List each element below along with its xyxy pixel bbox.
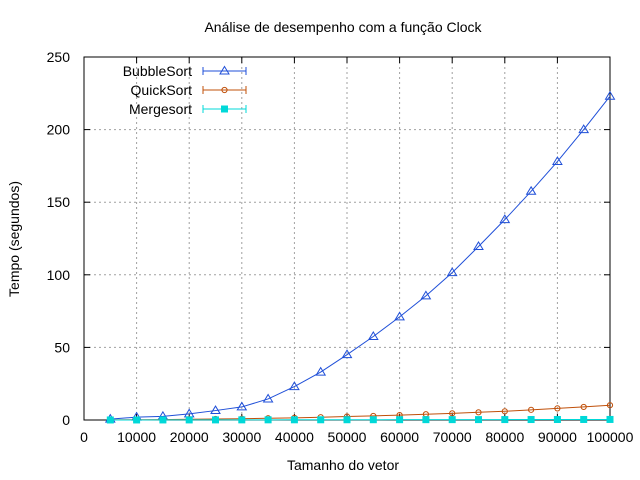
data-point-mergesort — [133, 416, 141, 424]
x-tick-label: 50000 — [328, 429, 367, 445]
legend-label-quicksort: QuickSort — [131, 82, 193, 98]
x-tick-label: 90000 — [538, 429, 577, 445]
data-point-mergesort — [396, 416, 404, 424]
data-point-bubblesort — [473, 241, 484, 250]
data-point-quicksort — [606, 402, 614, 409]
data-point-mergesort — [580, 415, 588, 423]
data-point-bubblesort — [315, 366, 327, 376]
data-point-mergesort — [264, 416, 272, 424]
x-tick-label: 0 — [80, 429, 88, 445]
series-bubblesort — [104, 90, 616, 423]
data-point-mergesort — [106, 416, 114, 424]
series-line-quicksort — [110, 404, 611, 421]
series-line-mergesort — [110, 418, 611, 421]
data-point-bubblesort — [367, 331, 379, 341]
data-point-mergesort — [343, 416, 351, 424]
data-point-bubblesort — [525, 185, 537, 195]
y-tick-label: 200 — [47, 122, 71, 138]
data-point-bubblesort — [341, 349, 353, 359]
data-point-quicksort — [528, 406, 535, 413]
legend-label-mergesort: Mergesort — [129, 101, 192, 117]
data-point-mergesort — [159, 416, 167, 424]
data-point-quicksort — [580, 403, 587, 411]
data-point-mergesort — [290, 416, 298, 424]
data-point-mergesort — [369, 416, 377, 424]
legend-marker-bubblesort — [219, 65, 230, 75]
data-point-bubblesort — [420, 290, 432, 300]
x-tick-label: 10000 — [117, 429, 156, 445]
x-tick-label: 20000 — [170, 429, 209, 445]
series-mergesort — [106, 415, 614, 424]
legend-marker-quicksort — [221, 86, 228, 94]
data-point-bubblesort — [289, 381, 300, 391]
data-point-quicksort — [449, 410, 456, 417]
data-point-mergesort — [475, 416, 482, 424]
legend: BubbleSort QuickSort Mergesort — [123, 63, 247, 117]
axes: 0 10000 20000 30000 40000 50000 60000 70000 8000… — [47, 49, 634, 445]
data-point-quicksort — [475, 409, 482, 416]
data-point-bubblesort — [446, 267, 458, 277]
x-tick-label: 80000 — [485, 429, 524, 445]
legend-label-bubblesort: BubbleSort — [123, 63, 192, 79]
legend-item-mergesort: Mergesort — [129, 101, 247, 117]
x-tick-label: 60000 — [380, 429, 419, 445]
x-tick-label: 30000 — [222, 429, 261, 445]
data-point-bubblesort — [210, 405, 221, 415]
data-point-mergesort — [606, 415, 614, 423]
data-point-bubblesort — [262, 393, 274, 403]
x-tick-label: 40000 — [275, 429, 314, 445]
data-point-mergesort — [553, 416, 561, 424]
data-point-mergesort — [422, 416, 430, 424]
data-series — [104, 90, 616, 424]
data-point-mergesort — [185, 416, 193, 424]
data-point-quicksort — [554, 405, 561, 412]
data-point-bubblesort — [499, 214, 511, 224]
data-point-mergesort — [238, 416, 246, 424]
y-tick-label: 150 — [47, 194, 71, 210]
data-point-bubblesort — [578, 124, 590, 134]
y-tick-label: 250 — [47, 49, 71, 65]
x-tick-label: 100000 — [587, 429, 634, 445]
x-axis-label: Tamanho do vetor — [287, 457, 399, 473]
legend-item-quicksort: QuickSort — [131, 82, 247, 98]
data-point-bubblesort — [552, 156, 563, 166]
data-point-mergesort — [501, 416, 509, 424]
data-point-mergesort — [317, 416, 325, 424]
legend-item-bubblesort: BubbleSort — [123, 63, 247, 79]
chart-title: Análise de desempenho com a função Clock — [204, 19, 482, 35]
x-tick-label: 70000 — [433, 429, 472, 445]
data-point-bubblesort — [394, 311, 405, 321]
series-line-bubblesort — [110, 95, 611, 420]
y-tick-label: 0 — [62, 412, 70, 428]
data-point-quicksort — [501, 408, 508, 415]
data-point-bubblesort — [236, 401, 248, 411]
legend-marker-mergesort — [221, 105, 228, 113]
y-axis-label: Tempo (segundos) — [6, 181, 22, 297]
grid-lines — [84, 57, 610, 420]
data-point-bubblesort — [604, 90, 616, 100]
y-tick-label: 50 — [54, 339, 70, 355]
data-point-mergesort — [448, 416, 456, 424]
y-tick-label: 100 — [47, 267, 71, 283]
data-point-mergesort — [527, 416, 535, 424]
data-point-mergesort — [212, 416, 219, 424]
